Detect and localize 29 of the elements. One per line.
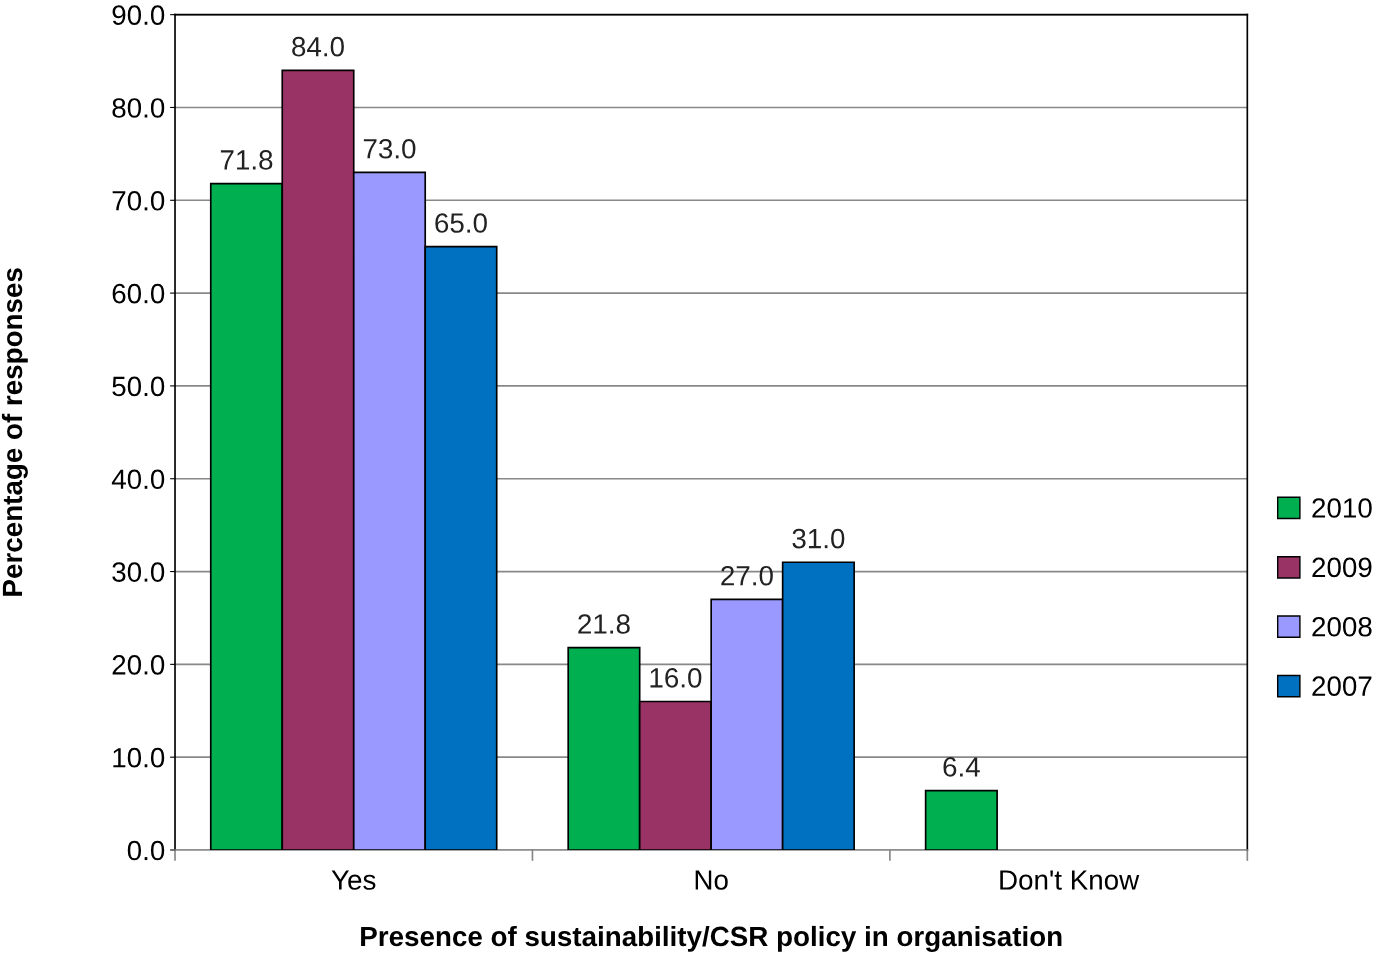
legend-label: 2008 bbox=[1312, 616, 1372, 637]
data-label: 84.0 bbox=[292, 36, 344, 57]
data-label: 73.0 bbox=[363, 138, 416, 159]
x-tick-label: Don't Know bbox=[1000, 870, 1140, 890]
y-tick-label: 10.0 bbox=[113, 747, 165, 768]
legend-label: 2009 bbox=[1312, 557, 1372, 578]
data-label: 71.8 bbox=[220, 150, 273, 170]
y-tick-label: 0.0 bbox=[127, 840, 165, 861]
x-tick-label: No bbox=[695, 870, 728, 890]
data-label: 16.0 bbox=[650, 667, 702, 688]
x-tick-label: Yes bbox=[331, 870, 376, 890]
y-tick-label: 70.0 bbox=[112, 190, 165, 211]
data-label: 21.8 bbox=[578, 614, 630, 634]
data-label: 6.4 bbox=[943, 757, 980, 777]
y-tick-label: 80.0 bbox=[112, 98, 165, 118]
legend-label: 2010 bbox=[1312, 498, 1372, 518]
x-axis-title: Presence of sustainability/CSR policy in organisation bbox=[361, 925, 1062, 952]
data-label: 31.0 bbox=[792, 528, 845, 549]
legend-label: 2007 bbox=[1312, 676, 1372, 696]
y-tick-label: 40.0 bbox=[111, 469, 165, 490]
data-label: 27.0 bbox=[721, 565, 773, 586]
bar bbox=[924, 789, 998, 850]
y-axis-title: Percentage of responses bbox=[1, 268, 28, 596]
y-tick-label: 90.0 bbox=[112, 5, 165, 25]
data-label: 65.0 bbox=[435, 213, 487, 233]
y-tick-label: 60.0 bbox=[112, 283, 165, 304]
y-tick-label: 20.0 bbox=[112, 655, 165, 675]
y-tick-label: 50.0 bbox=[112, 376, 165, 397]
y-tick-label: 30.0 bbox=[112, 562, 165, 582]
